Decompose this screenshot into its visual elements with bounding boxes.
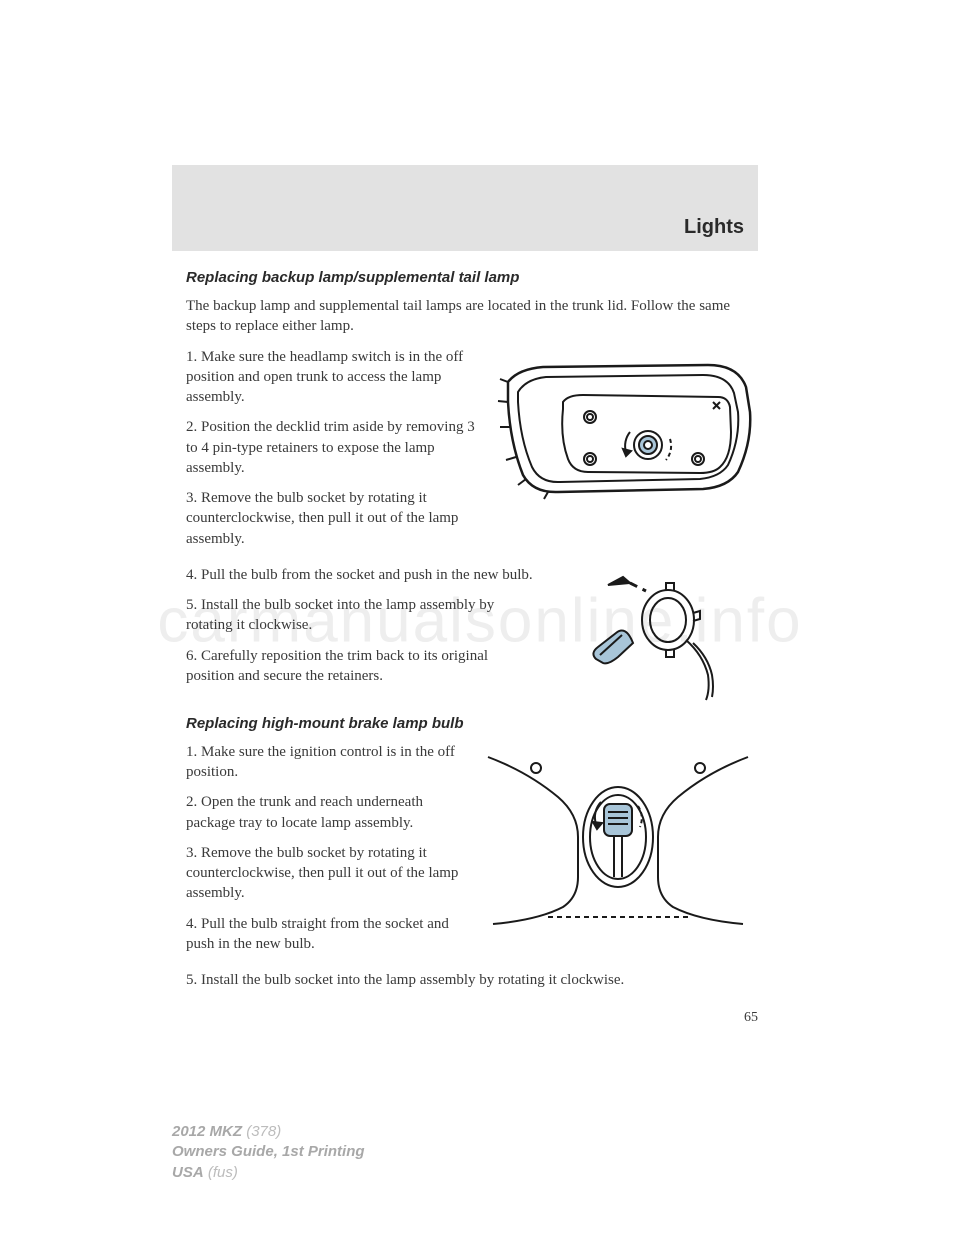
section-title: Lights [684,216,744,239]
section2-step3: 3. Remove the bulb socket by rotating it… [186,843,466,904]
footer-block: 2012 MKZ (378) Owners Guide, 1st Printin… [172,1122,365,1183]
footer-guide: Owners Guide, 1st Printing [172,1143,365,1160]
footer-model: 2012 MKZ [172,1123,242,1140]
page-content: Lights Replacing backup lamp/supplementa… [172,165,758,1026]
section2-step4: 4. Pull the bulb straight from the socke… [186,914,466,955]
diagram-brake-lamp [478,742,758,964]
section2-step5: 5. Install the bulb socket into the lamp… [186,970,758,990]
section1-step5: 5. Install the bulb socket into the lamp… [186,595,536,636]
section1-heading: Replacing backup lamp/supplemental tail … [186,269,758,286]
section1-intro: The backup lamp and supplemental tail la… [186,296,758,337]
diagram-bulb-socket [548,565,758,705]
section1-step4: 4. Pull the bulb from the socket and pus… [186,565,536,585]
section1-step3: 3. Remove the bulb socket by rotating it… [186,488,476,549]
section1-step1: 1. Make sure the headlamp switch is in t… [186,347,476,408]
section2-step2: 2. Open the trunk and reach underneath p… [186,792,466,833]
footer-code: (378) [242,1123,281,1140]
header-band: Lights [172,165,758,251]
section2-heading: Replacing high-mount brake lamp bulb [186,715,758,732]
section1-step6: 6. Carefully reposition the trim back to… [186,646,536,687]
footer-fus: (fus) [204,1164,238,1181]
section2-step1: 1. Make sure the ignition control is in … [186,742,466,783]
section1-step2: 2. Position the decklid trim aside by re… [186,417,476,478]
footer-region: USA [172,1164,204,1181]
diagram-lamp-assembly [488,347,758,559]
page-number: 65 [186,1010,758,1026]
